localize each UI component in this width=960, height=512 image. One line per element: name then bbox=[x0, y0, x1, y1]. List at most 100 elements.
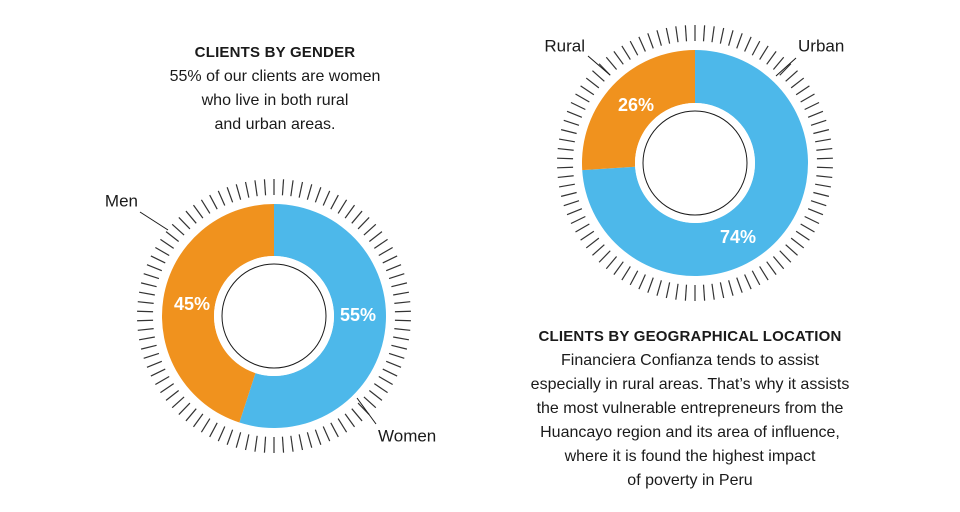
tick-mark bbox=[385, 264, 402, 272]
tick-mark bbox=[585, 237, 600, 249]
tick-mark bbox=[391, 344, 408, 350]
tick-mark bbox=[378, 246, 393, 257]
tick-mark bbox=[138, 291, 155, 296]
tick-mark bbox=[816, 175, 833, 179]
tick-mark bbox=[394, 328, 411, 331]
tick-mark bbox=[719, 282, 725, 299]
tick-mark bbox=[560, 129, 577, 135]
tick-mark bbox=[766, 51, 777, 65]
tick-mark bbox=[378, 375, 393, 386]
tick-mark bbox=[281, 179, 285, 196]
tick-mark bbox=[351, 408, 363, 422]
tick-mark bbox=[558, 138, 575, 143]
tick-mark bbox=[388, 352, 405, 359]
tick-mark bbox=[330, 422, 339, 438]
tick-mark bbox=[736, 33, 743, 49]
tick-mark bbox=[373, 383, 388, 394]
gender-title: CLIENTS BY GENDER bbox=[194, 44, 356, 61]
tick-mark bbox=[298, 181, 304, 198]
tick-mark bbox=[143, 273, 160, 280]
tick-mark bbox=[804, 215, 820, 225]
tick-mark bbox=[185, 408, 197, 422]
tick-mark bbox=[656, 30, 662, 46]
tick-mark bbox=[322, 190, 331, 206]
tick-mark bbox=[155, 246, 170, 257]
category-label-rural: Rural bbox=[544, 36, 585, 55]
tick-mark bbox=[351, 210, 363, 224]
tick-mark bbox=[337, 418, 348, 433]
tick-mark bbox=[373, 238, 388, 249]
tick-mark bbox=[209, 194, 218, 210]
tick-mark bbox=[171, 223, 185, 236]
tick-mark bbox=[804, 101, 820, 111]
tick-mark bbox=[322, 426, 331, 442]
tick-mark bbox=[772, 56, 785, 70]
tick-mark bbox=[759, 45, 769, 60]
donut-hole bbox=[214, 256, 334, 376]
tick-mark bbox=[217, 426, 226, 442]
tick-mark bbox=[306, 184, 313, 200]
tick-mark bbox=[592, 244, 605, 256]
tick-mark bbox=[560, 191, 577, 197]
tick-mark bbox=[728, 30, 734, 46]
tick-mark bbox=[209, 422, 218, 438]
tick-mark bbox=[226, 429, 234, 445]
tick-mark bbox=[605, 256, 618, 270]
tick-mark bbox=[647, 33, 654, 49]
tick-mark bbox=[146, 360, 163, 368]
leader-line-urban bbox=[775, 57, 797, 77]
tick-mark bbox=[140, 282, 157, 288]
leader-line-rural bbox=[587, 55, 611, 76]
tick-mark bbox=[394, 310, 411, 313]
tick-mark bbox=[382, 368, 398, 377]
tick-mark bbox=[178, 217, 191, 230]
leader-line-men bbox=[139, 211, 169, 231]
donut-hole bbox=[635, 103, 755, 223]
geo-text-block: CLIENTS BY GEOGRAPHICAL LOCATION Financi… bbox=[500, 328, 880, 493]
tick-mark bbox=[160, 238, 175, 249]
tick-mark bbox=[160, 383, 175, 394]
tick-mark bbox=[702, 284, 706, 301]
donut-core-outline bbox=[642, 110, 748, 216]
tick-mark bbox=[388, 273, 405, 280]
tick-mark bbox=[557, 157, 574, 160]
tick-mark bbox=[719, 27, 725, 44]
tick-mark bbox=[592, 70, 605, 82]
tick-mark bbox=[155, 375, 170, 386]
category-label-men: Men bbox=[105, 191, 138, 210]
tick-mark bbox=[290, 435, 294, 452]
tick-mark bbox=[363, 396, 377, 409]
tick-mark bbox=[702, 25, 706, 42]
tick-mark bbox=[629, 40, 639, 56]
tick-mark bbox=[330, 194, 339, 210]
tick-mark bbox=[728, 280, 734, 296]
tick-mark bbox=[816, 157, 833, 160]
tick-mark bbox=[244, 434, 250, 451]
tick-mark bbox=[263, 179, 267, 196]
tick-mark bbox=[563, 200, 580, 207]
tick-mark bbox=[585, 77, 600, 89]
data-label-urban: 74% bbox=[720, 227, 756, 247]
tick-mark bbox=[711, 283, 715, 300]
tick-mark bbox=[171, 396, 185, 409]
tick-mark bbox=[810, 119, 827, 126]
tick-mark bbox=[665, 282, 671, 299]
tick-mark bbox=[137, 319, 154, 322]
tick-mark bbox=[200, 418, 211, 433]
tick-mark bbox=[744, 36, 752, 52]
tick-mark bbox=[711, 26, 715, 43]
tick-mark bbox=[306, 432, 313, 448]
tick-mark bbox=[621, 266, 631, 281]
tick-mark bbox=[744, 274, 752, 290]
tick-mark bbox=[235, 432, 242, 448]
tick-mark bbox=[394, 319, 411, 322]
tick-mark bbox=[394, 301, 411, 304]
tick-mark bbox=[807, 208, 824, 216]
tick-mark bbox=[800, 223, 815, 233]
leader-line-women bbox=[356, 397, 377, 425]
tick-mark bbox=[605, 56, 618, 70]
tick-mark bbox=[800, 93, 815, 103]
tick-mark bbox=[185, 210, 197, 224]
tick-mark bbox=[795, 85, 810, 96]
tick-mark bbox=[621, 45, 631, 60]
